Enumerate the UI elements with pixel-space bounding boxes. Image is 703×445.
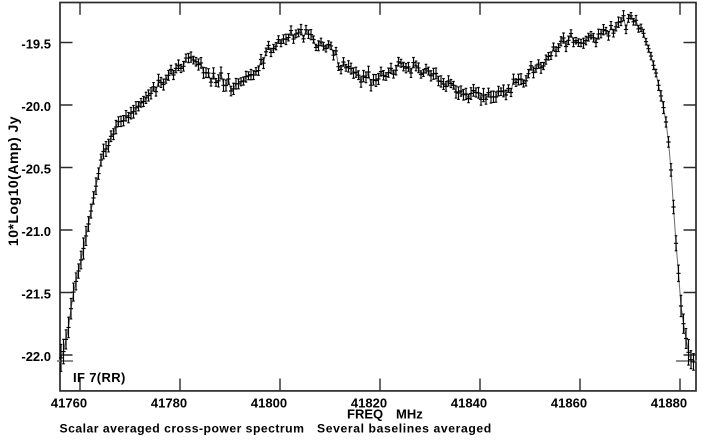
svg-text:41860: 41860 [551,396,587,411]
svg-text:-20.0: -20.0 [21,99,51,114]
svg-text:41780: 41780 [151,396,187,411]
svg-text:-22.0: -22.0 [21,349,51,364]
svg-text:Several baselines averaged: Several baselines averaged [317,422,492,436]
svg-text:41880: 41880 [651,396,687,411]
svg-text:FREQ: FREQ [347,407,383,422]
svg-text:41800: 41800 [251,396,287,411]
svg-text:MHz: MHz [396,407,423,422]
svg-text:-20.5: -20.5 [21,161,51,176]
svg-text:41840: 41840 [451,396,487,411]
svg-text:IF 7(RR): IF 7(RR) [73,370,126,385]
svg-text:-21.0: -21.0 [21,224,51,239]
svg-text:41760: 41760 [51,396,87,411]
svg-text:-19.5: -19.5 [21,36,51,51]
svg-text:Scalar averaged cross-power sp: Scalar averaged cross-power spectrum [60,422,305,436]
svg-text:-21.5: -21.5 [21,286,51,301]
svg-text:41820: 41820 [351,396,387,411]
svg-text:10*Log10(Amp) Jy: 10*Log10(Amp) Jy [5,116,21,246]
